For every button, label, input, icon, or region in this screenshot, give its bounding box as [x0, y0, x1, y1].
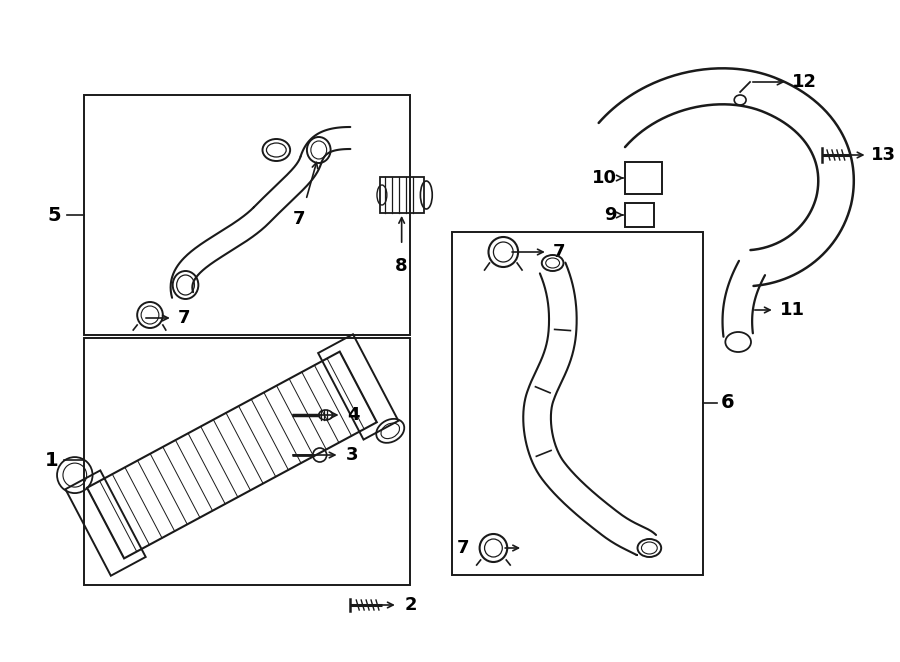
Text: 10: 10: [592, 169, 617, 187]
Bar: [625, 162, 662, 194]
Text: 3: 3: [346, 446, 358, 464]
Text: 7: 7: [177, 309, 190, 327]
Text: 6: 6: [720, 393, 734, 412]
Text: 5: 5: [48, 205, 61, 224]
Text: 12: 12: [791, 73, 816, 91]
Bar: [84, 338, 410, 585]
Text: 7: 7: [292, 210, 305, 228]
Text: 9: 9: [604, 206, 617, 224]
Text: 7: 7: [553, 243, 565, 261]
Bar: [380, 177, 425, 213]
Text: 13: 13: [871, 146, 896, 164]
Bar: [625, 203, 654, 227]
Text: 7: 7: [457, 539, 470, 557]
Text: 4: 4: [347, 406, 360, 424]
Text: 2: 2: [405, 596, 417, 614]
Text: 8: 8: [395, 257, 408, 275]
Bar: [452, 232, 703, 575]
Bar: [84, 95, 410, 335]
Text: 11: 11: [779, 301, 805, 319]
Text: 1: 1: [44, 451, 58, 469]
